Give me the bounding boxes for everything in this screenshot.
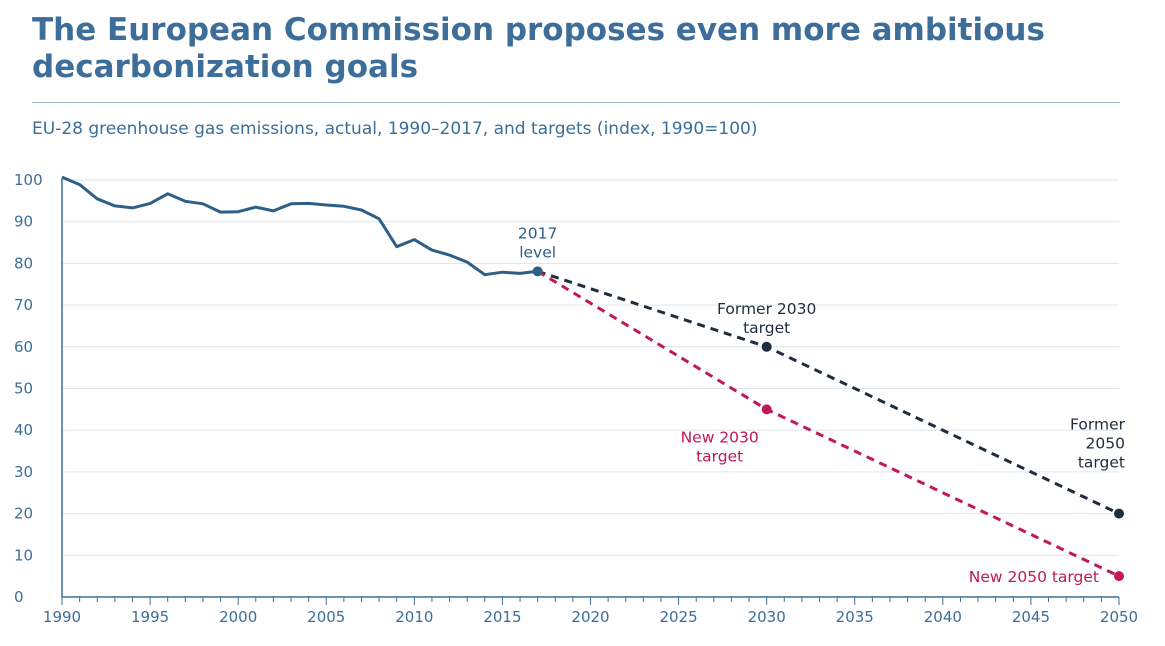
- marker-actual-2017: [532, 266, 543, 277]
- series-line-actual: [61, 175, 538, 277]
- chart-subtitle: EU-28 greenhouse gas emissions, actual, …: [32, 119, 758, 139]
- marker-former-2050: [1114, 508, 1124, 519]
- series-line-former: [537, 269, 1120, 515]
- markers: [532, 266, 1124, 582]
- annotation-level2017: 2017 level: [518, 224, 557, 261]
- series: [61, 175, 1120, 578]
- annotations: 2017 level Former 2030 target New 2030 target…: [518, 224, 1126, 586]
- y-tick-label: 0: [14, 588, 24, 606]
- x-tick-label: 2025: [659, 608, 697, 626]
- x-tick-label: 1990: [43, 608, 81, 626]
- x-tick-label: 2015: [483, 608, 521, 626]
- y-tick-label: 30: [14, 463, 33, 481]
- marker-new-2050: [1114, 571, 1124, 582]
- y-tick-label: 50: [14, 380, 33, 398]
- annotation-new2030: New 2030 target: [681, 428, 759, 465]
- annotation-former2030: Former 2030 target: [717, 300, 816, 337]
- y-tick-label: 70: [14, 296, 33, 314]
- x-tick-label: 2050: [1100, 608, 1138, 626]
- chart-title: The European Commission proposes even mo…: [32, 12, 1045, 85]
- x-tick-label: 2005: [307, 608, 345, 626]
- x-tick-label: 2045: [1012, 608, 1050, 626]
- y-tick-label: 40: [14, 421, 33, 439]
- y-tick-label: 100: [14, 171, 43, 189]
- x-tick-label: 1995: [131, 608, 169, 626]
- marker-former-2030: [761, 341, 772, 352]
- annotation-former2050: Former 2050 target: [1070, 416, 1126, 472]
- x-tick-label: 2030: [748, 608, 786, 626]
- title-divider: [32, 102, 1120, 103]
- series-line-new: [536, 270, 1120, 578]
- annotation-new2050: New 2050 target: [969, 568, 1099, 586]
- x-tick-label: 2035: [836, 608, 874, 626]
- marker-new-2030: [761, 404, 772, 415]
- y-tick-label: 60: [14, 338, 33, 356]
- x-tick-label: 2040: [924, 608, 962, 626]
- y-tick-label: 10: [14, 546, 33, 564]
- y-tick-label: 90: [14, 213, 33, 231]
- y-tick-label: 20: [14, 505, 33, 523]
- grid-lines: [62, 179, 1119, 556]
- x-tick-label: 2010: [395, 608, 433, 626]
- x-tick-label: 2000: [219, 608, 257, 626]
- y-tick-label: 80: [14, 254, 33, 272]
- x-tick-label: 2020: [571, 608, 609, 626]
